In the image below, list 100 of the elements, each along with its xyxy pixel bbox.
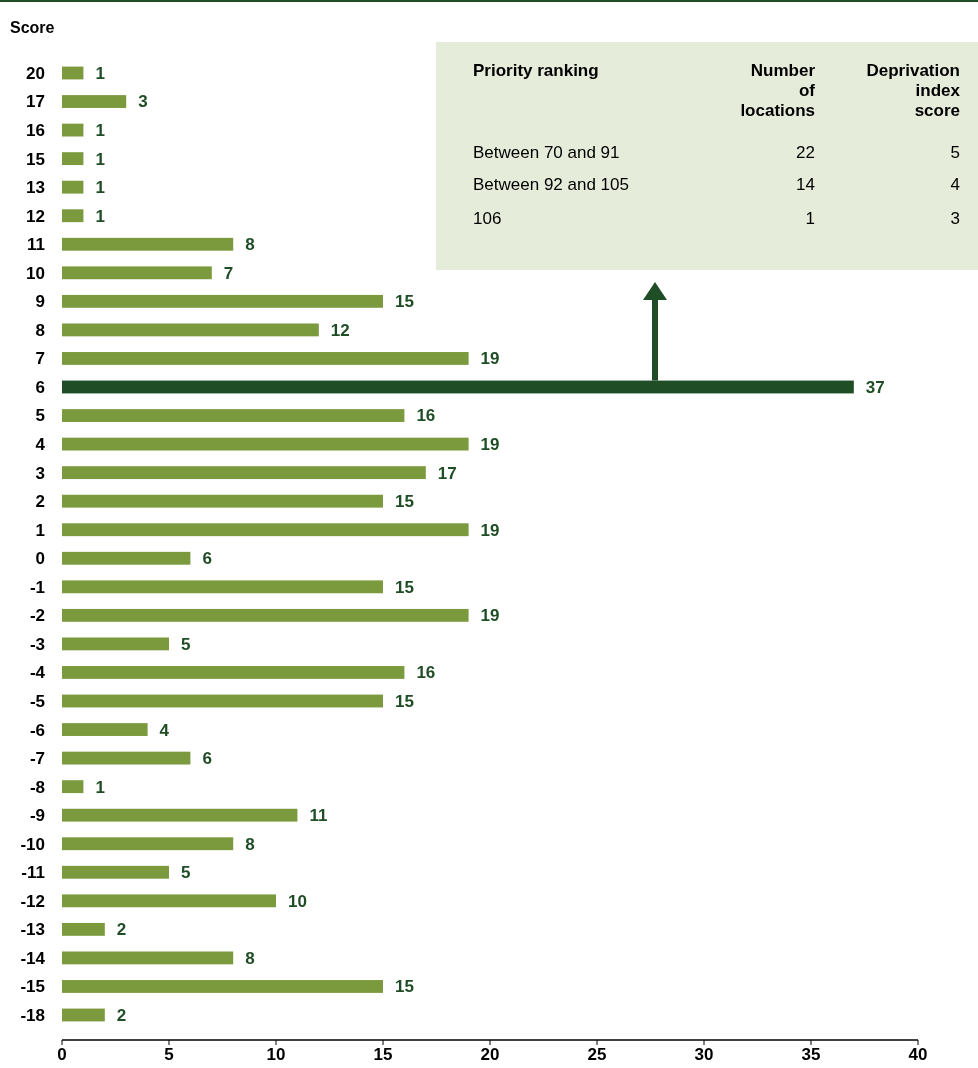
- x-tick-label: 40: [908, 1045, 928, 1064]
- annotation: Deprivation index score: [866, 61, 961, 120]
- data-label: 15: [395, 492, 414, 512]
- annotation: 106: [473, 209, 502, 228]
- y-tick-label: -14: [20, 948, 46, 968]
- y-tick-label: 16: [26, 121, 45, 141]
- bar: [62, 980, 383, 993]
- bar: [62, 152, 84, 166]
- data-label: 2: [116, 920, 127, 940]
- y-tick-label: -4: [29, 663, 46, 683]
- annotation: Between 70 and 91: [473, 143, 620, 162]
- x-tick-label: 20: [480, 1045, 500, 1064]
- bar: [62, 294, 383, 308]
- y-tick-label: 11: [27, 235, 45, 255]
- y-tick-label: -18: [20, 1005, 45, 1025]
- y-tick-label: 15: [26, 149, 45, 169]
- bar: [62, 551, 191, 565]
- data-label: 1: [95, 206, 105, 226]
- bar: [62, 780, 84, 794]
- bar: [62, 323, 319, 337]
- bar: [62, 95, 127, 108]
- y-tick-label: 13: [26, 178, 45, 198]
- y-tick-label: -8: [29, 777, 45, 797]
- data-label: 19: [480, 606, 500, 626]
- data-label: 10: [288, 891, 307, 911]
- annotation: Number of locations: [740, 61, 816, 120]
- bar: [62, 352, 469, 365]
- x-tick-label: 0: [57, 1045, 67, 1064]
- bar: [62, 608, 469, 622]
- data-label: 15: [395, 691, 414, 711]
- data-label: 1: [95, 149, 105, 169]
- y-tick-label: -13: [20, 920, 45, 940]
- data-label: 1: [95, 63, 105, 83]
- y-tick-label: -10: [20, 834, 45, 854]
- y-tick-label: -6: [29, 720, 45, 740]
- data-label: 1: [95, 777, 105, 797]
- y-tick-label: -3: [29, 634, 45, 654]
- y-tick-label: -11: [21, 863, 45, 883]
- bar: [62, 637, 169, 651]
- data-label: 1: [95, 178, 105, 198]
- data-label: 16: [416, 663, 436, 683]
- x-tick-label: 15: [373, 1045, 393, 1064]
- bar: [62, 580, 383, 594]
- bar: [62, 66, 84, 80]
- data-label: 5: [181, 634, 191, 654]
- bar: [62, 180, 84, 194]
- bar: [62, 1008, 105, 1022]
- y-tick-label: -1: [29, 577, 45, 597]
- data-label: 19: [480, 435, 500, 455]
- bar: [62, 380, 854, 394]
- y-tick-label: 5: [35, 406, 45, 426]
- data-label: 1: [95, 121, 105, 141]
- annotation: Priority ranking: [473, 61, 599, 80]
- data-label: 8: [245, 834, 255, 854]
- data-label: 19: [480, 349, 500, 369]
- y-tick-label: 9: [35, 292, 45, 312]
- data-label: 15: [395, 977, 414, 997]
- bar: [62, 922, 105, 936]
- data-label: 7: [223, 263, 234, 283]
- bar: [62, 894, 276, 908]
- annotation: 1: [805, 209, 815, 228]
- data-label: 4: [159, 720, 170, 740]
- text: 4: [950, 175, 960, 194]
- y-tick-label: 17: [26, 92, 45, 112]
- data-label: 8: [245, 235, 255, 255]
- bar: [62, 209, 84, 223]
- bar: [62, 666, 405, 679]
- bar: [62, 123, 84, 137]
- bar: [62, 865, 169, 879]
- bar: [62, 409, 405, 422]
- bar: [62, 751, 191, 765]
- y-tick-label: 7: [35, 349, 45, 369]
- y-tick-label: -2: [29, 606, 45, 626]
- x-tick-label: 25: [587, 1045, 607, 1064]
- y-tick-label: 4: [35, 435, 46, 455]
- x-tick-label: 30: [694, 1045, 714, 1064]
- y-tick-label: -15: [20, 977, 45, 997]
- bar: [62, 494, 383, 508]
- x-tick-label: 5: [164, 1045, 174, 1064]
- y-tick-label: 0: [35, 549, 45, 569]
- data-label: 3: [138, 92, 148, 112]
- data-label: 17: [437, 463, 457, 483]
- annotation: Between 92 and 105: [473, 175, 629, 194]
- bar: [62, 837, 234, 851]
- bar: [62, 808, 298, 822]
- bar: [62, 723, 148, 736]
- bar: [62, 237, 234, 251]
- y-tick-label: 1: [35, 520, 45, 540]
- bar: [62, 266, 212, 280]
- annotation: 22: [796, 143, 815, 162]
- data-label: 11: [309, 806, 328, 826]
- y-tick-label: -12: [20, 891, 45, 911]
- data-label: 6: [202, 549, 212, 569]
- y-tick-label: -7: [29, 749, 45, 769]
- y-tick-label: 6: [35, 377, 45, 397]
- bar: [62, 951, 234, 965]
- y-tick-label: 20: [26, 63, 45, 83]
- data-label: 37: [865, 377, 885, 397]
- bar: [62, 694, 383, 708]
- y-tick-label: 12: [26, 206, 45, 226]
